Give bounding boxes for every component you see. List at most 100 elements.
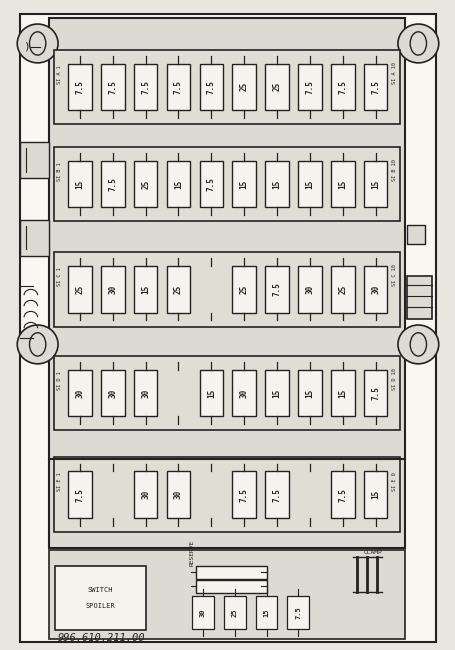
Text: 25: 25 xyxy=(141,179,150,188)
Text: 25: 25 xyxy=(272,82,281,92)
Text: 7.5: 7.5 xyxy=(338,80,347,94)
Text: 7.5: 7.5 xyxy=(75,488,84,502)
Bar xyxy=(330,471,354,518)
Bar xyxy=(134,64,157,110)
Bar xyxy=(330,370,354,416)
Text: 30: 30 xyxy=(75,388,84,398)
Bar xyxy=(330,161,354,207)
Text: SI B 1: SI B 1 xyxy=(57,162,62,181)
Text: SWITCH: SWITCH xyxy=(87,588,113,593)
Bar xyxy=(298,161,321,207)
Text: 7.5: 7.5 xyxy=(108,177,117,191)
Text: SI C 10: SI C 10 xyxy=(391,265,396,286)
Bar xyxy=(101,266,124,313)
Text: 30: 30 xyxy=(305,285,314,294)
Bar xyxy=(199,370,222,416)
Text: 30: 30 xyxy=(174,490,182,499)
Text: 25: 25 xyxy=(239,82,248,92)
Bar xyxy=(298,370,321,416)
Text: 7.5: 7.5 xyxy=(207,80,215,94)
Bar xyxy=(53,356,399,430)
Bar xyxy=(68,370,91,416)
Bar xyxy=(298,266,321,313)
Text: 15: 15 xyxy=(263,608,269,617)
Bar xyxy=(287,595,308,629)
Text: 15: 15 xyxy=(305,179,314,188)
Bar xyxy=(232,266,255,313)
Text: 7.5: 7.5 xyxy=(370,386,379,400)
Bar xyxy=(265,471,288,518)
Text: 15: 15 xyxy=(272,179,281,188)
Text: 15: 15 xyxy=(305,388,314,398)
Text: RESERVE: RESERVE xyxy=(189,540,194,566)
Text: 25: 25 xyxy=(338,285,347,294)
Text: 15: 15 xyxy=(75,179,84,188)
Bar xyxy=(199,161,222,207)
Text: SI E 0: SI E 0 xyxy=(391,473,396,491)
Text: 30: 30 xyxy=(370,285,379,294)
Text: CLAMP: CLAMP xyxy=(363,551,382,555)
Ellipse shape xyxy=(17,24,58,63)
Bar xyxy=(55,566,145,630)
Bar xyxy=(101,161,124,207)
Bar xyxy=(192,595,213,629)
Bar xyxy=(196,580,266,593)
Text: 15: 15 xyxy=(239,179,248,188)
Bar xyxy=(363,161,387,207)
Text: SI C 1: SI C 1 xyxy=(57,267,62,286)
Bar xyxy=(363,471,387,518)
Text: 25: 25 xyxy=(239,285,248,294)
Text: 15: 15 xyxy=(174,179,182,188)
Text: 7.5: 7.5 xyxy=(338,488,347,502)
Ellipse shape xyxy=(397,24,438,63)
Ellipse shape xyxy=(397,325,438,364)
Text: 15: 15 xyxy=(141,285,150,294)
Ellipse shape xyxy=(17,325,58,364)
Bar xyxy=(68,471,91,518)
Text: 25: 25 xyxy=(231,608,237,617)
Text: 7.5: 7.5 xyxy=(141,80,150,94)
Bar xyxy=(330,64,354,110)
Bar xyxy=(330,266,354,313)
Text: SI D 10: SI D 10 xyxy=(391,368,396,390)
Bar xyxy=(363,266,387,313)
Bar xyxy=(167,161,190,207)
Bar xyxy=(265,161,288,207)
Bar xyxy=(134,266,157,313)
Bar xyxy=(196,566,266,578)
Text: SI B 10: SI B 10 xyxy=(391,159,396,181)
Bar xyxy=(53,458,399,532)
Text: 15: 15 xyxy=(370,490,379,499)
Bar xyxy=(255,595,277,629)
Bar xyxy=(20,142,49,178)
Bar xyxy=(68,266,91,313)
Bar xyxy=(134,471,157,518)
Bar xyxy=(265,370,288,416)
Text: 7.5: 7.5 xyxy=(294,606,301,619)
Text: 15: 15 xyxy=(207,388,215,398)
Text: 25: 25 xyxy=(174,285,182,294)
Text: 7.5: 7.5 xyxy=(207,177,215,191)
Bar xyxy=(406,276,431,318)
Bar xyxy=(298,64,321,110)
Bar xyxy=(167,471,190,518)
Text: 7.5: 7.5 xyxy=(305,80,314,94)
Text: 15: 15 xyxy=(272,388,281,398)
Bar xyxy=(265,266,288,313)
Bar xyxy=(232,471,255,518)
Bar xyxy=(363,370,387,416)
Text: 7.5: 7.5 xyxy=(174,80,182,94)
Text: 25: 25 xyxy=(75,285,84,294)
Text: 7.5: 7.5 xyxy=(75,80,84,94)
Text: 15: 15 xyxy=(370,179,379,188)
Bar xyxy=(134,370,157,416)
Bar xyxy=(68,161,91,207)
Text: 7.5: 7.5 xyxy=(272,283,281,296)
Text: 7.5: 7.5 xyxy=(239,488,248,502)
Text: 15: 15 xyxy=(338,179,347,188)
Bar xyxy=(232,370,255,416)
Text: 30: 30 xyxy=(141,388,150,398)
Bar xyxy=(363,64,387,110)
Bar xyxy=(134,161,157,207)
Bar xyxy=(232,161,255,207)
